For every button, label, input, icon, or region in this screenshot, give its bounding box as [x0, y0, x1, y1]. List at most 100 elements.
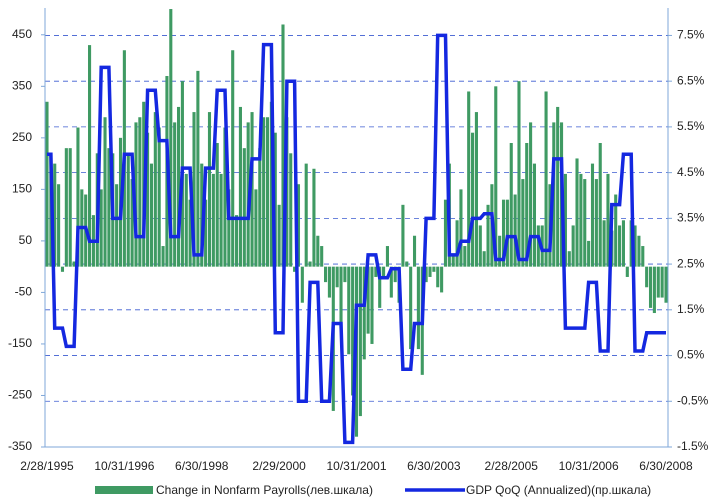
y2-tick-label: 3.5% — [677, 211, 705, 225]
bar — [184, 173, 188, 267]
bar — [517, 81, 521, 267]
bar — [428, 266, 432, 277]
x-tick-label: 2/28/2005 — [485, 459, 539, 473]
bar — [300, 266, 304, 303]
bar — [440, 266, 444, 293]
bar — [347, 266, 351, 355]
bar — [598, 142, 602, 267]
bar — [563, 173, 567, 267]
bar — [362, 266, 366, 360]
bar — [389, 266, 393, 298]
bar — [385, 246, 389, 267]
bar — [227, 189, 231, 267]
y2-tick-label: 1.5% — [677, 302, 705, 316]
bar — [134, 122, 138, 267]
bar — [587, 240, 591, 267]
bar — [88, 45, 92, 267]
bar — [382, 266, 386, 277]
bar — [250, 112, 254, 267]
y2-tick-label: -0.5% — [677, 393, 709, 407]
bar — [370, 266, 374, 344]
bar — [525, 142, 529, 267]
legend-label: GDP QoQ (Annualized)(пр.шкала) — [466, 483, 651, 497]
bar — [571, 225, 575, 267]
bar — [455, 220, 459, 267]
bar — [505, 199, 509, 267]
y-tick-label: -150 — [8, 336, 32, 350]
bar — [219, 173, 223, 267]
bar — [173, 122, 177, 267]
bar — [343, 266, 347, 283]
bar — [99, 189, 103, 267]
y2-tick-label: 2.5% — [677, 256, 705, 270]
bar — [498, 235, 502, 267]
bar — [72, 261, 76, 267]
bar — [296, 184, 301, 267]
bar — [536, 225, 540, 267]
bar — [529, 122, 533, 267]
bar — [590, 163, 595, 267]
bar — [579, 173, 583, 267]
bar — [621, 220, 625, 267]
y-tick-label: -250 — [8, 388, 32, 402]
bar — [269, 101, 273, 267]
bar — [176, 106, 181, 267]
x-tick-label: 10/31/2001 — [326, 459, 386, 473]
bar — [641, 246, 645, 267]
bar — [436, 266, 440, 288]
bar — [130, 179, 134, 267]
bar — [412, 235, 417, 267]
bar — [45, 101, 49, 267]
bar — [443, 199, 448, 267]
bar — [60, 266, 65, 272]
bar — [405, 261, 409, 267]
x-tick-label: 10/31/1996 — [94, 459, 154, 473]
bar — [602, 220, 606, 267]
bar — [153, 112, 157, 267]
bar — [594, 179, 598, 267]
bar — [660, 266, 664, 298]
bar — [393, 266, 397, 283]
bar — [188, 199, 192, 267]
bar — [304, 163, 308, 267]
bar — [204, 199, 208, 267]
bar — [424, 266, 428, 283]
bar — [432, 266, 436, 272]
bar — [471, 132, 475, 267]
y-tick-label: -50 — [15, 285, 33, 299]
bar — [656, 266, 660, 298]
y2-tick-label: 4.5% — [677, 165, 705, 179]
bar — [235, 215, 239, 267]
bar — [215, 142, 219, 267]
bar — [254, 189, 258, 267]
bar — [57, 184, 61, 267]
x-tick-label: 6/30/2003 — [407, 459, 461, 473]
bar — [126, 153, 130, 267]
bar — [157, 127, 161, 267]
x-tick-label: 6/30/2008 — [639, 459, 693, 473]
bar — [223, 127, 227, 267]
bar — [416, 266, 420, 350]
bar — [207, 112, 212, 267]
bar — [258, 148, 262, 267]
bar — [196, 70, 200, 267]
bar — [482, 251, 486, 267]
bar — [76, 127, 80, 267]
bar — [327, 266, 331, 298]
bar — [532, 163, 537, 267]
y2-tick-label: 6.5% — [677, 73, 705, 87]
bar — [567, 251, 571, 267]
bar — [664, 266, 668, 303]
bar — [281, 24, 285, 267]
bar — [351, 266, 355, 396]
bar — [358, 266, 362, 417]
bar — [645, 266, 649, 288]
y2-tick-label: 5.5% — [677, 119, 705, 133]
bar — [409, 266, 413, 350]
x-tick-label: 2/28/1995 — [20, 459, 74, 473]
y-tick-label: 350 — [12, 78, 32, 92]
bar — [501, 199, 506, 267]
legend-label: Change in Nonfarm Payrolls(лев.шкала) — [156, 483, 373, 497]
bar — [467, 91, 471, 267]
bar — [149, 163, 154, 267]
